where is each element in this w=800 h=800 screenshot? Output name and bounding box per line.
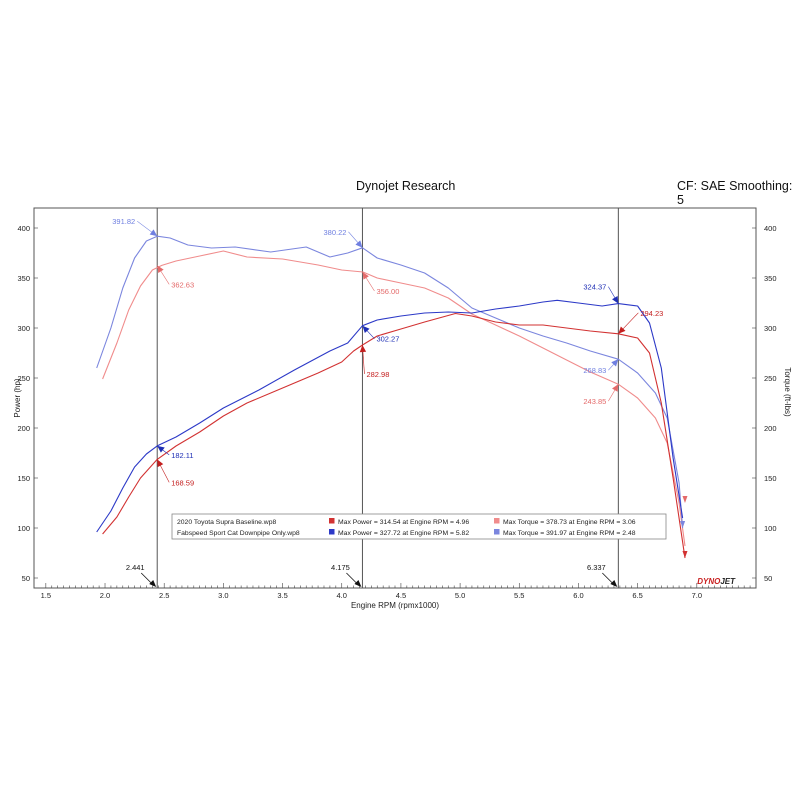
annotation-arrowhead [362,325,370,334]
y-tick-label-left: 250 [17,374,30,383]
x-tick-label: 5.5 [514,591,524,600]
y-tick-label-right: 400 [764,224,777,233]
x-tick-label: 3.5 [277,591,287,600]
x-tick-label: 4.5 [396,591,406,600]
cursor-label: 6.337 [587,563,606,572]
annotation-label: 302.27 [376,335,399,344]
annotation-arrowhead [149,229,158,237]
series-end-arrow [680,521,686,528]
annotation-label: 168.59 [171,478,194,487]
axis-ticks: 1.5 2.0 2.5 3.0 3.5 4.0 4.5 5.0 5.5 6.0 6.5 7.0 50 50… [17,224,776,600]
cursor-label: 2.441 [126,563,145,572]
annotation-label: 391.82 [112,217,135,226]
legend: 2020 Toyota Supra Baseline.wp8 Max Power … [171,513,667,540]
series-end-arrow [682,551,688,558]
annotation-label: 182.11 [171,451,193,460]
cursor-arrowhead [149,580,157,587]
y-tick-label-right: 100 [764,524,777,533]
x-axis-label: Engine RPM (rpmx1000) [351,601,439,610]
y-tick-label-left: 400 [17,224,30,233]
legend-swatch [329,518,335,524]
y-tick-label-right: 50 [764,574,772,583]
x-tick-label: 3.0 [218,591,228,600]
y-tick-label-left: 150 [17,474,30,483]
y-tick-label-left: 200 [17,424,30,433]
x-tick-label: 2.5 [159,591,169,600]
annotation-label: 324.37 [583,283,606,292]
x-tick-label: 5.0 [455,591,465,600]
y-tick-label-left: 100 [17,524,30,533]
legend-swatch [329,529,335,535]
legend-swatch [494,529,500,535]
annotation-arrowhead [618,326,626,334]
x-tick-label: 6.0 [573,591,583,600]
cursor-label: 4.175 [331,563,350,572]
annotation-arrowhead [362,272,369,280]
annotation-label: 268.83 [583,366,606,375]
x-tick-label: 2.0 [100,591,110,600]
x-tick-label: 7.0 [692,591,702,600]
annotation-label: 243.85 [583,397,606,406]
y-tick-label-right: 350 [764,274,777,283]
annotation-label: 356.00 [376,287,399,296]
legend-entry: Max Power = 314.54 at Engine RPM = 4.96 [338,519,469,526]
y-tick-label-right: 150 [764,474,777,483]
legend-entry: Max Power = 327.72 at Engine RPM = 5.82 [338,530,469,537]
series-line [102,312,686,559]
annotations: 391.82 362.63 182.11 168.59 380.22 356.00 302.… [112,217,663,487]
legend-run-name: Fabspeed Sport Cat Downpipe Only.wp8 [177,530,300,537]
annotation-arrowhead [355,240,363,248]
annotation-arrowhead [157,445,165,453]
y-tick-label-right: 300 [764,324,777,333]
y-tick-label-left: 300 [17,324,30,333]
annotation-label: 362.63 [171,280,194,289]
annotation-arrowhead [157,265,164,273]
annotation-arrowhead [612,384,619,392]
cursor-arrowhead [610,580,618,587]
y-tick-label-right: 250 [764,374,777,383]
y-axis-label-right: Torque (ft-lbs) [783,367,792,417]
x-tick-label: 1.5 [41,591,51,600]
annotation-arrowhead [157,459,164,468]
annotation-label: 282.98 [366,370,389,379]
legend-box [171,513,667,540]
annotation-arrowhead [611,359,619,367]
dynojet-logo: DYNOJET [697,577,736,586]
legend-swatch [494,518,500,524]
legend-entry: Max Torque = 391.97 at Engine RPM = 2.48 [503,530,636,537]
correction-factor-label: CF: SAE Smoothing: 5 [677,179,793,207]
x-tick-label: 6.5 [632,591,642,600]
annotation-arrowhead [612,295,619,304]
chart-title: Dynojet Research [356,179,456,193]
cursor-arrowhead [354,580,362,587]
annotation-label: 380.22 [323,228,346,237]
y-axis-label-left: Power (hp) [13,378,22,417]
annotation-arrowhead [359,345,367,353]
legend-entry: Max Torque = 378.73 at Engine RPM = 3.06 [503,519,636,526]
y-tick-label-right: 200 [764,424,777,433]
y-tick-label-left: 350 [17,274,30,283]
x-tick-label: 4.0 [337,591,347,600]
series-end-arrow [682,496,688,503]
svg-text:DYNOJET: DYNOJET [697,577,736,586]
series-line [102,250,686,547]
legend-run-name: 2020 Toyota Supra Baseline.wp8 [177,519,276,526]
annotation-label: 294.23 [640,309,663,318]
y-tick-label-left: 50 [22,574,30,583]
